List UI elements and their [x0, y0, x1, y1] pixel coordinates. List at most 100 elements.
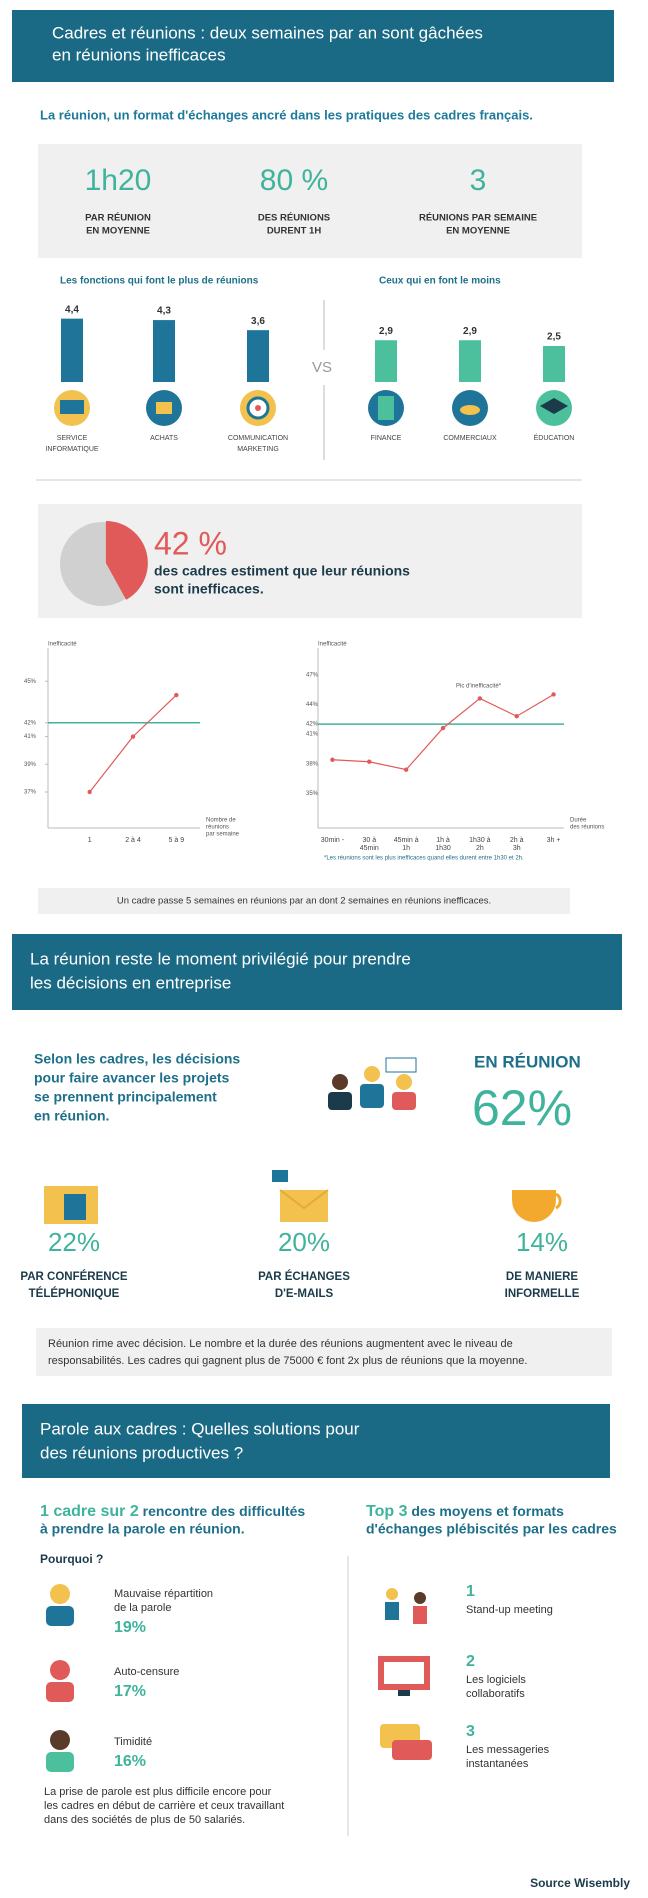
main-value: 62% — [472, 1080, 572, 1136]
lead-text: rencontre des difficultés — [139, 1503, 306, 1519]
point — [174, 692, 179, 698]
vs: VS — [312, 359, 332, 376]
highlight: 1 cadre sur 2 — [40, 1503, 139, 1520]
point — [440, 725, 446, 731]
y-tick-label: 38% — [306, 761, 319, 767]
header-band — [12, 934, 622, 1010]
x-tick-label: 1h — [402, 845, 410, 852]
lead: Top 3 des moyens et formats — [366, 1503, 564, 1521]
line — [332, 693, 554, 771]
x-tick-label: 1 — [88, 837, 92, 844]
stat-value: 14% — [516, 1227, 568, 1257]
x-tick-label: 1h à — [436, 837, 450, 844]
value-label: 4,3 — [157, 306, 171, 317]
stats-box — [38, 144, 582, 258]
stat-label: RÉUNIONS PAR SEMAINE — [419, 213, 537, 224]
stat-label: PAR CONFÉRENCE — [20, 1270, 127, 1283]
chart-title: Ceux qui en font le moins — [379, 276, 501, 287]
x-tick-label: 3h + — [547, 837, 561, 844]
stat-value: 80 % — [260, 164, 328, 197]
format: Les logiciels — [466, 1674, 526, 1686]
icons — [44, 390, 572, 1772]
value-label: 4,4 — [65, 304, 79, 315]
y-tick-label: 41% — [24, 734, 37, 740]
header-band — [12, 10, 614, 82]
format: Stand-up meeting — [466, 1604, 553, 1616]
reason: Mauvaise répartition — [114, 1588, 213, 1600]
bar — [247, 330, 269, 382]
x-tick-label: 1h30 — [435, 845, 451, 852]
intro: pour faire avancer les projets — [34, 1070, 230, 1086]
question: Pourquoi ? — [40, 1552, 103, 1566]
note: Réunion rime avec décision. Le nombre et… — [48, 1338, 513, 1350]
y-tick-label: 39% — [24, 762, 37, 768]
summary: Un cadre passe 5 semaines en réunions pa… — [117, 896, 491, 907]
section-title: des réunions productives ? — [40, 1443, 243, 1462]
chart-title: Les fonctions qui font le plus de réunio… — [60, 276, 259, 287]
header-band — [22, 1404, 610, 1478]
rank: 3 — [466, 1723, 475, 1740]
stat-value: 1h20 — [85, 164, 152, 197]
y-axis-label: Inefficacité — [318, 642, 347, 648]
point — [367, 759, 372, 764]
lead-text: d'échanges plébiscités par les cadres — [366, 1521, 617, 1537]
section-title: en réunions inefficaces — [52, 45, 226, 64]
stat-label: TÉLÉPHONIQUE — [29, 1287, 120, 1300]
lead-text: à prendre la parole en réunion. — [40, 1521, 245, 1537]
stat-label: D'E-MAILS — [275, 1288, 334, 1300]
reason: Auto-censure — [114, 1666, 179, 1678]
category-label: INFORMATIQUE — [45, 446, 98, 453]
format: Les messageries — [466, 1744, 550, 1756]
source: Source Wisembly — [530, 1876, 630, 1890]
bar — [61, 318, 83, 382]
x-tick-label: 2h à — [510, 837, 524, 844]
category-label: MARKETING — [237, 446, 279, 453]
y-tick-label: 35% — [306, 791, 319, 797]
y-tick-label: 45% — [24, 679, 37, 685]
reason-value: 19% — [114, 1619, 146, 1636]
x-axis-label: des réunions — [570, 825, 604, 831]
pie-value: 42 % — [154, 525, 227, 561]
intro: se prennent principalement — [34, 1089, 217, 1105]
stat-label: EN MOYENNE — [446, 226, 510, 237]
stat-label: DURENT 1H — [267, 226, 322, 237]
footnote: *Les réunions sont les plus inefficaces … — [324, 856, 524, 862]
category-label: SERVICE — [57, 435, 88, 442]
category-label: COMMERCIAUX — [443, 435, 497, 442]
y-tick-label: 41% — [306, 732, 319, 738]
line — [89, 694, 177, 793]
highlight: Top 3 — [366, 1503, 408, 1520]
reason: de la parole — [114, 1602, 172, 1614]
value-label: 2,5 — [547, 332, 561, 343]
pie-text: sont inefficaces. — [154, 581, 264, 597]
category-label: COMMUNICATION — [228, 435, 288, 442]
point — [87, 789, 92, 795]
value-label: 3,6 — [251, 316, 265, 327]
section-title: Cadres et réunions : deux semaines par a… — [52, 23, 483, 42]
x-axis-label: Durée — [570, 818, 587, 824]
x-tick-label: 2 à 4 — [125, 837, 141, 844]
stat-label: DES RÉUNIONS — [258, 213, 330, 224]
note: les cadres en début de carrière et ceux … — [44, 1800, 284, 1812]
stat-value: 3 — [470, 164, 487, 197]
y-tick-label: 42% — [306, 722, 319, 728]
rank: 1 — [466, 1583, 475, 1600]
subtitle: La réunion, un format d'échanges ancré d… — [40, 107, 533, 122]
point — [403, 767, 409, 772]
x-tick-label: 3h — [513, 845, 521, 852]
stat-label: PAR RÉUNION — [85, 213, 151, 224]
lead: 1 cadre sur 2 rencontre des difficultés — [40, 1503, 305, 1521]
reason-value: 17% — [114, 1683, 146, 1700]
y-tick-label: 47% — [306, 672, 319, 678]
intro: en réunion. — [34, 1108, 109, 1124]
format: instantanées — [466, 1758, 529, 1770]
x-tick-label: 45min à — [394, 837, 419, 844]
bar — [543, 346, 565, 382]
stat-value: 22% — [48, 1227, 100, 1257]
point — [551, 692, 556, 697]
category-label: FINANCE — [371, 435, 402, 442]
x-tick-label: 2h — [476, 845, 484, 852]
y-tick-label: 37% — [24, 790, 37, 796]
point — [330, 757, 335, 762]
section-title: Parole aux cadres : Quelles solutions po… — [40, 1419, 360, 1438]
